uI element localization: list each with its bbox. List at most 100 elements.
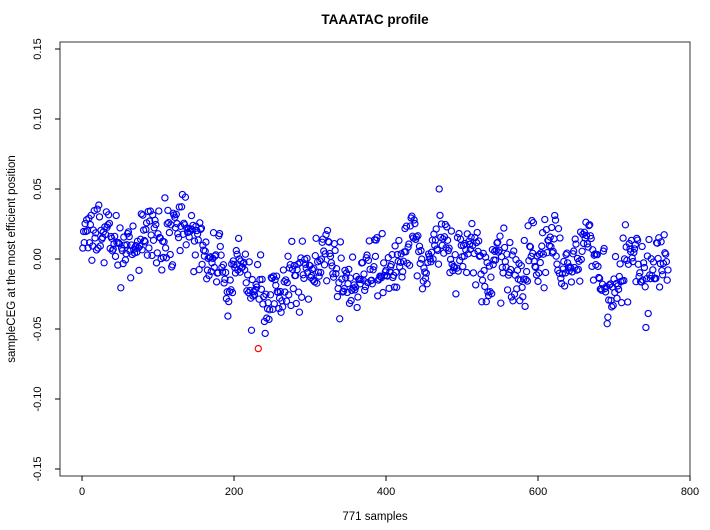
data-point [367, 276, 376, 284]
data-point [313, 279, 321, 287]
data-point [139, 211, 147, 219]
data-point [465, 237, 473, 245]
data-point [443, 236, 452, 244]
data-point [473, 228, 481, 237]
chart-title: TAAATAC profile [321, 12, 429, 27]
data-point [638, 242, 646, 251]
data-point [272, 272, 281, 280]
data-point [337, 254, 345, 262]
data-point [644, 309, 652, 318]
data-point [454, 267, 462, 275]
data-point [621, 221, 630, 229]
data-point [462, 246, 470, 254]
data-point [161, 194, 169, 202]
data-point [300, 274, 308, 283]
data-point [175, 203, 183, 211]
data-point [532, 263, 540, 272]
data-point [136, 242, 144, 250]
data-point [380, 271, 389, 280]
data-point [295, 308, 304, 316]
data-point [503, 286, 512, 294]
data-point [294, 288, 303, 296]
data-point [387, 260, 395, 269]
data-point [642, 323, 650, 332]
data-point [497, 299, 505, 307]
data-point [443, 223, 451, 231]
data-point [260, 292, 268, 301]
data-point [655, 234, 663, 242]
data-point [363, 251, 371, 259]
data-point [619, 234, 627, 242]
data-point [523, 277, 532, 285]
data-point [404, 243, 412, 251]
data-point [212, 251, 220, 259]
data-point [447, 227, 456, 235]
data-point [518, 283, 526, 292]
data-point [603, 320, 611, 328]
data-point [434, 246, 442, 255]
data-point [553, 260, 561, 268]
data-point [540, 284, 548, 292]
data-point [94, 244, 102, 252]
data-point [195, 266, 203, 274]
data-points [79, 185, 672, 353]
data-point [570, 247, 578, 255]
data-point [137, 210, 145, 218]
data-point [205, 271, 213, 280]
data-point [465, 240, 474, 249]
x-tick-label: 800 [681, 486, 699, 498]
data-point [181, 193, 190, 201]
data-point [228, 288, 237, 297]
data-point [225, 297, 233, 306]
data-point [529, 219, 538, 227]
data-point [574, 265, 582, 274]
data-point [609, 301, 617, 310]
data-point [161, 244, 170, 252]
data-point [399, 268, 407, 276]
y-axis: -0.15 -0.10 -0.05 0.00 0.05 0.10 0.15 [32, 38, 60, 482]
data-point [145, 244, 153, 252]
data-point [412, 233, 421, 241]
data-point [538, 242, 546, 250]
data-point [298, 293, 306, 301]
data-point [303, 254, 311, 263]
data-point [283, 278, 291, 287]
data-point [153, 249, 161, 257]
data-point [525, 257, 533, 265]
data-point [138, 246, 146, 254]
data-point [491, 247, 499, 255]
data-point [141, 238, 149, 246]
data-point [315, 272, 323, 280]
data-point [558, 270, 566, 278]
data-point [219, 261, 228, 269]
data-point [354, 293, 362, 301]
data-point [152, 259, 161, 267]
data-point [576, 277, 584, 285]
data-point [104, 221, 112, 229]
data-point [311, 252, 319, 260]
data-point [336, 238, 345, 246]
data-point [182, 241, 190, 249]
data-point [332, 270, 340, 278]
data-point [468, 219, 476, 228]
data-point [163, 220, 171, 228]
data-point [557, 274, 565, 282]
data-point [405, 261, 414, 269]
data-point [413, 272, 421, 280]
data-point [155, 207, 163, 215]
data-point [297, 254, 305, 262]
data-point [345, 265, 353, 274]
data-point [258, 275, 266, 284]
data-point [353, 303, 361, 312]
data-point [242, 279, 250, 287]
data-point [146, 217, 154, 225]
data-point [601, 288, 610, 296]
data-point [595, 273, 603, 282]
data-point [373, 234, 381, 242]
data-point [567, 264, 575, 272]
data-point [459, 262, 467, 271]
data-point [343, 288, 351, 297]
data-point [633, 236, 642, 244]
data-point [507, 265, 515, 274]
